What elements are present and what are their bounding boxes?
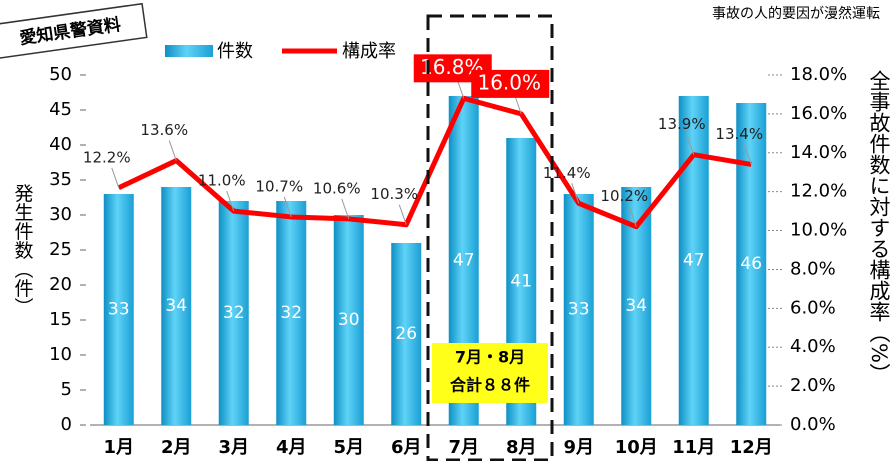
x-tick-label: 2月 bbox=[161, 437, 192, 458]
bar-value-label: 32 bbox=[280, 303, 302, 323]
bar bbox=[736, 103, 767, 425]
bar-value-label: 34 bbox=[625, 296, 647, 316]
line-value-label: 10.2% bbox=[600, 187, 648, 205]
label-box bbox=[471, 69, 550, 98]
y2-tick-label: 8.0% bbox=[790, 258, 836, 279]
x-tick-label: 9月 bbox=[563, 437, 594, 458]
y-tick-label: 25 bbox=[49, 239, 72, 260]
bar bbox=[333, 215, 364, 425]
line bbox=[117, 95, 752, 230]
line-value-label: 13.4% bbox=[715, 125, 763, 143]
x-tick-label: 4月 bbox=[276, 437, 307, 458]
y-tick-label: 45 bbox=[49, 99, 72, 120]
y-tick-label: 30 bbox=[49, 204, 72, 225]
legend-label: 件数 bbox=[217, 41, 253, 62]
y2-tick-label: 6.0% bbox=[790, 297, 836, 318]
bar-value-label: 30 bbox=[338, 310, 360, 330]
y2-tick-label: 18.0% bbox=[790, 64, 847, 85]
leader-line bbox=[571, 183, 580, 204]
line-value-label: 10.3% bbox=[370, 185, 418, 203]
bar-value-label: 33 bbox=[108, 300, 130, 320]
bar-value-label: 34 bbox=[165, 296, 187, 316]
annotation: 合計８８件 bbox=[450, 376, 530, 395]
x-tick-label: 1月 bbox=[103, 437, 134, 458]
y2-tick-label: 10.0% bbox=[790, 220, 847, 241]
y2-tick-label: 14.0% bbox=[790, 142, 847, 163]
line-value-label: 12.2% bbox=[83, 148, 131, 166]
x-tick-label: 5月 bbox=[333, 437, 364, 458]
leader-line bbox=[686, 134, 695, 155]
leader-line bbox=[283, 196, 292, 218]
y2-tick-label: 0.0% bbox=[790, 414, 836, 435]
bar bbox=[276, 201, 307, 425]
bar-value-label: 33 bbox=[568, 300, 590, 320]
y2-tick-label: 16.0% bbox=[790, 103, 847, 124]
bar-value-label: 41 bbox=[510, 272, 532, 292]
line-value-label: 10.6% bbox=[313, 179, 361, 197]
bar-value-label: 47 bbox=[683, 251, 705, 271]
leader-line bbox=[743, 144, 752, 165]
y2-tick-label: 12.0% bbox=[790, 181, 847, 202]
y-tick-label: 35 bbox=[49, 169, 72, 190]
bar bbox=[218, 201, 249, 425]
x-tick-label: 10月 bbox=[615, 437, 658, 458]
line-value-label: 10.7% bbox=[255, 177, 303, 195]
line-value-label: 11.4% bbox=[543, 164, 591, 182]
leader-line bbox=[226, 190, 235, 212]
y-tick-label: 5 bbox=[61, 379, 72, 400]
leader-line bbox=[398, 204, 407, 225]
y-tick-label: 15 bbox=[49, 309, 72, 330]
bar bbox=[103, 194, 134, 425]
highlight-box bbox=[426, 14, 554, 461]
bar bbox=[563, 194, 594, 425]
bar-value-label: 32 bbox=[223, 303, 245, 323]
annotation-box bbox=[432, 343, 548, 403]
line-value-label: 11.0% bbox=[198, 172, 246, 190]
bar bbox=[161, 187, 192, 425]
y-axis-label: 発生件数（件） bbox=[12, 183, 34, 316]
y-tick-label: 0 bbox=[61, 414, 72, 435]
leader-line bbox=[168, 140, 177, 161]
line-value-label: 13.6% bbox=[140, 121, 188, 139]
subtitle: 事故の人的要因が漫然運転 bbox=[712, 5, 880, 22]
bar-value-label: 46 bbox=[740, 254, 762, 274]
bar bbox=[678, 96, 709, 425]
leader-line bbox=[341, 198, 350, 220]
bar-value-label: 26 bbox=[395, 324, 417, 344]
line-value-label: 16.0% bbox=[477, 70, 541, 94]
y-tick-label: 40 bbox=[49, 134, 72, 155]
annotation: 7月・8月 bbox=[455, 348, 525, 367]
bar bbox=[391, 243, 422, 425]
y2-axis-label: 全事故件数に対する構成率（%） bbox=[867, 70, 891, 384]
y2-tick-label: 4.0% bbox=[790, 336, 836, 357]
legend-label: 構成率 bbox=[342, 41, 396, 62]
x-tick-label: 11月 bbox=[672, 437, 715, 458]
y2-tick-label: 2.0% bbox=[790, 375, 836, 396]
x-tick-label: 6月 bbox=[391, 437, 422, 458]
x-tick-label: 8月 bbox=[506, 437, 537, 458]
y-tick-label: 50 bbox=[49, 64, 72, 85]
leader-line bbox=[111, 167, 120, 188]
x-tick-label: 12月 bbox=[730, 437, 773, 458]
source-stamp: 愛知県警資料 bbox=[0, 2, 148, 60]
leader-line bbox=[628, 206, 637, 227]
x-tick-label: 7月 bbox=[448, 437, 479, 458]
legend-swatch bbox=[165, 45, 213, 57]
y-tick-label: 20 bbox=[49, 274, 72, 295]
bar-value-label: 47 bbox=[453, 251, 475, 271]
y-tick-label: 10 bbox=[49, 344, 72, 365]
line-value-label: 13.9% bbox=[658, 115, 706, 133]
x-tick-label: 3月 bbox=[218, 437, 249, 458]
